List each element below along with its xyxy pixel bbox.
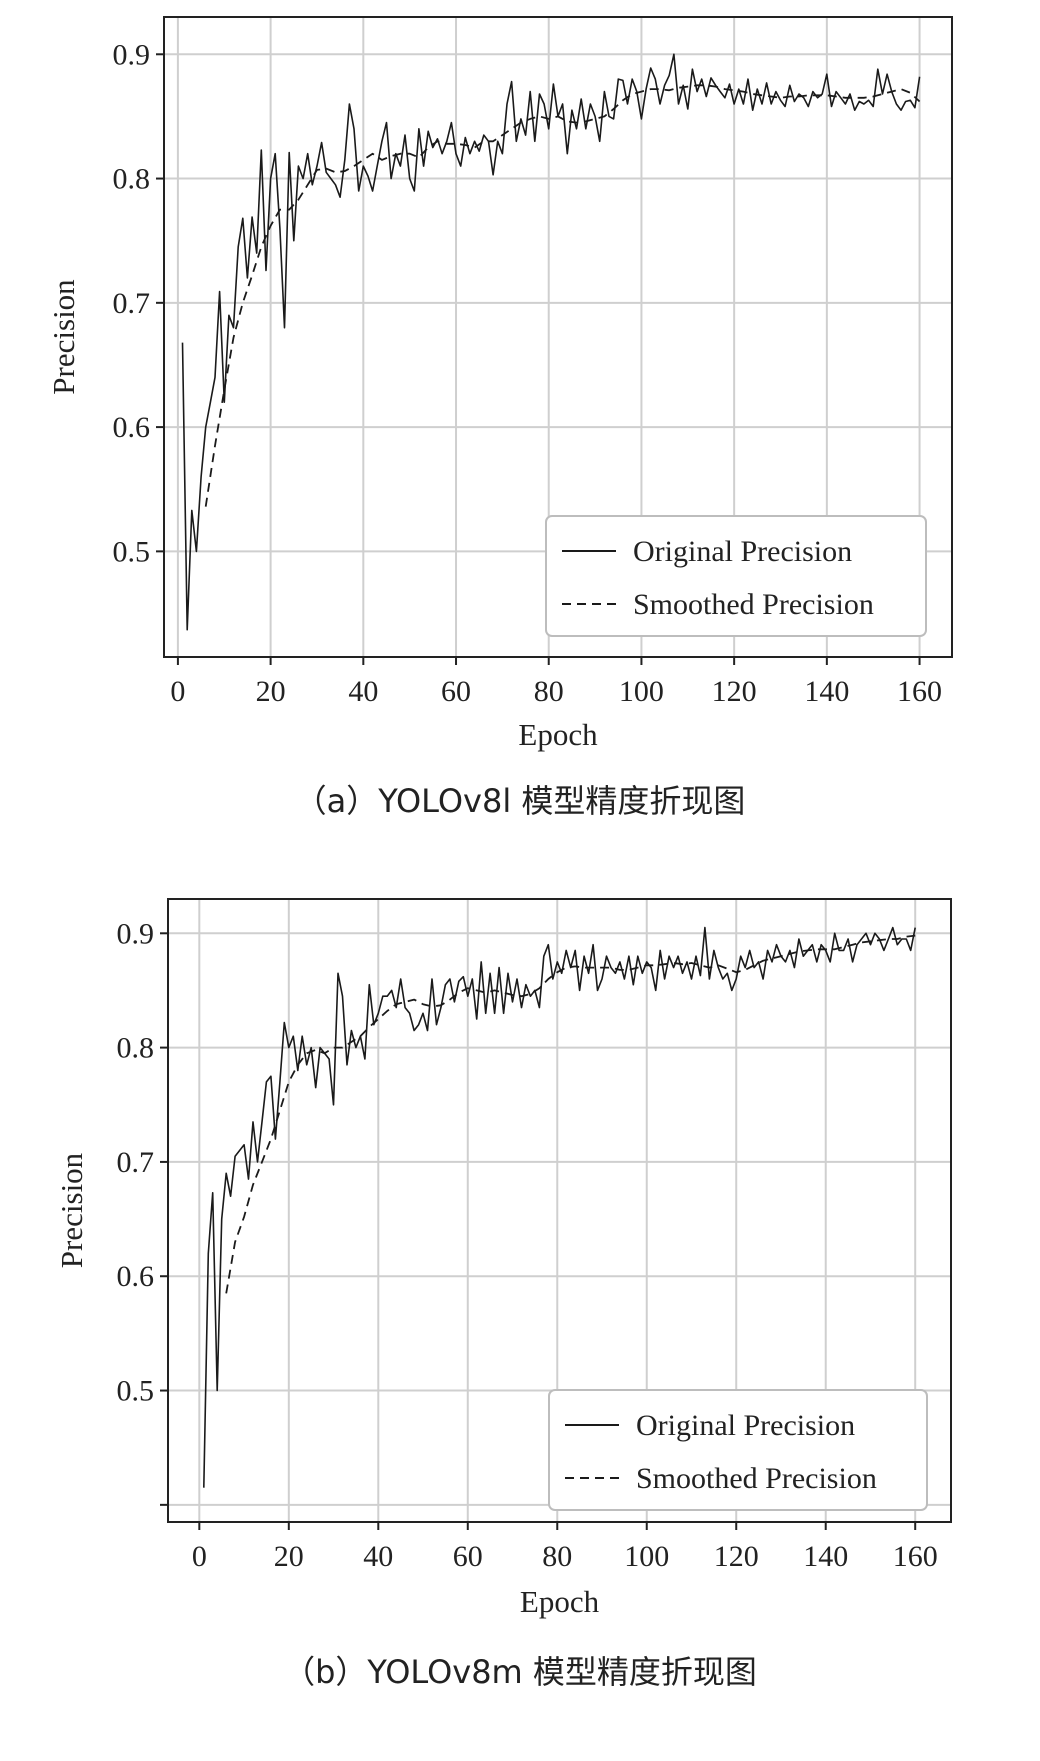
x-tick-label: 100 xyxy=(619,675,664,708)
series-line-smoothed xyxy=(204,84,921,507)
legend: Original Precision Smoothed Precision xyxy=(545,515,927,637)
x-tick-label: 0 xyxy=(170,675,185,708)
y-tick-label: 0.7 xyxy=(117,1146,155,1179)
plot-frame xyxy=(163,16,953,658)
legend-label: Original Precision xyxy=(633,535,852,568)
series-line-original xyxy=(203,926,916,1488)
y-tick-label: 0.8 xyxy=(113,163,151,196)
y-axis-label: Precision xyxy=(54,1152,89,1268)
x-tick-label: 40 xyxy=(348,675,378,708)
legend-label: Smoothed Precision xyxy=(633,588,874,621)
x-tick-label: 0 xyxy=(192,1540,207,1573)
y-axis-label: Precision xyxy=(46,279,81,395)
chart-b: 0 20 40 60 80 100 120 140 160 0.5 0.6 0.7 0.8 0.9 Epoc… xyxy=(54,898,952,1691)
x-tick-label: 80 xyxy=(542,1540,572,1573)
x-axis-label: Epoch xyxy=(518,717,598,752)
x-tick-label: 160 xyxy=(893,1540,938,1573)
y-tick-label: 0.9 xyxy=(113,38,151,71)
x-tick-label: 120 xyxy=(712,675,757,708)
y-tick-label: 0.6 xyxy=(117,1260,155,1293)
figure-caption: （a）YOLOv8l 模型精度折现图 xyxy=(295,782,746,820)
y-tick-label: 0.5 xyxy=(113,535,151,568)
plot-frame xyxy=(167,898,952,1523)
x-tick-label: 60 xyxy=(453,1540,483,1573)
x-tick-label: 140 xyxy=(803,1540,848,1573)
legend-label: Original Precision xyxy=(636,1409,855,1442)
legend-box xyxy=(545,515,927,637)
y-tick-label: 0.9 xyxy=(117,917,155,950)
x-tick-label: 120 xyxy=(714,1540,759,1573)
y-tick-label: 0.8 xyxy=(117,1032,155,1065)
x-tick-label: 100 xyxy=(624,1540,669,1573)
chart-a: 0 20 40 60 80 100 120 140 160 0.5 0.6 0.7 0.8 0.9 Epoc… xyxy=(46,16,953,820)
series-line-smoothed xyxy=(225,934,916,1294)
x-tick-label: 140 xyxy=(804,675,849,708)
legend-box xyxy=(548,1389,928,1511)
x-tick-label: 20 xyxy=(256,675,286,708)
y-tick-label: 0.5 xyxy=(117,1375,155,1408)
series-line-original xyxy=(181,53,921,631)
x-tick-label: 160 xyxy=(897,675,942,708)
x-tick-label: 40 xyxy=(363,1540,393,1573)
y-tick-label: 0.7 xyxy=(113,287,151,320)
legend: Original Precision Smoothed Precision xyxy=(548,1389,928,1511)
figure-caption: （b）YOLOv8m 模型精度折现图 xyxy=(283,1653,757,1691)
y-tick-label: 0.6 xyxy=(113,411,151,444)
x-axis-label: Epoch xyxy=(520,1584,600,1619)
x-tick-label: 20 xyxy=(274,1540,304,1573)
legend-label: Smoothed Precision xyxy=(636,1462,877,1495)
x-tick-label: 80 xyxy=(534,675,564,708)
x-tick-label: 60 xyxy=(441,675,471,708)
